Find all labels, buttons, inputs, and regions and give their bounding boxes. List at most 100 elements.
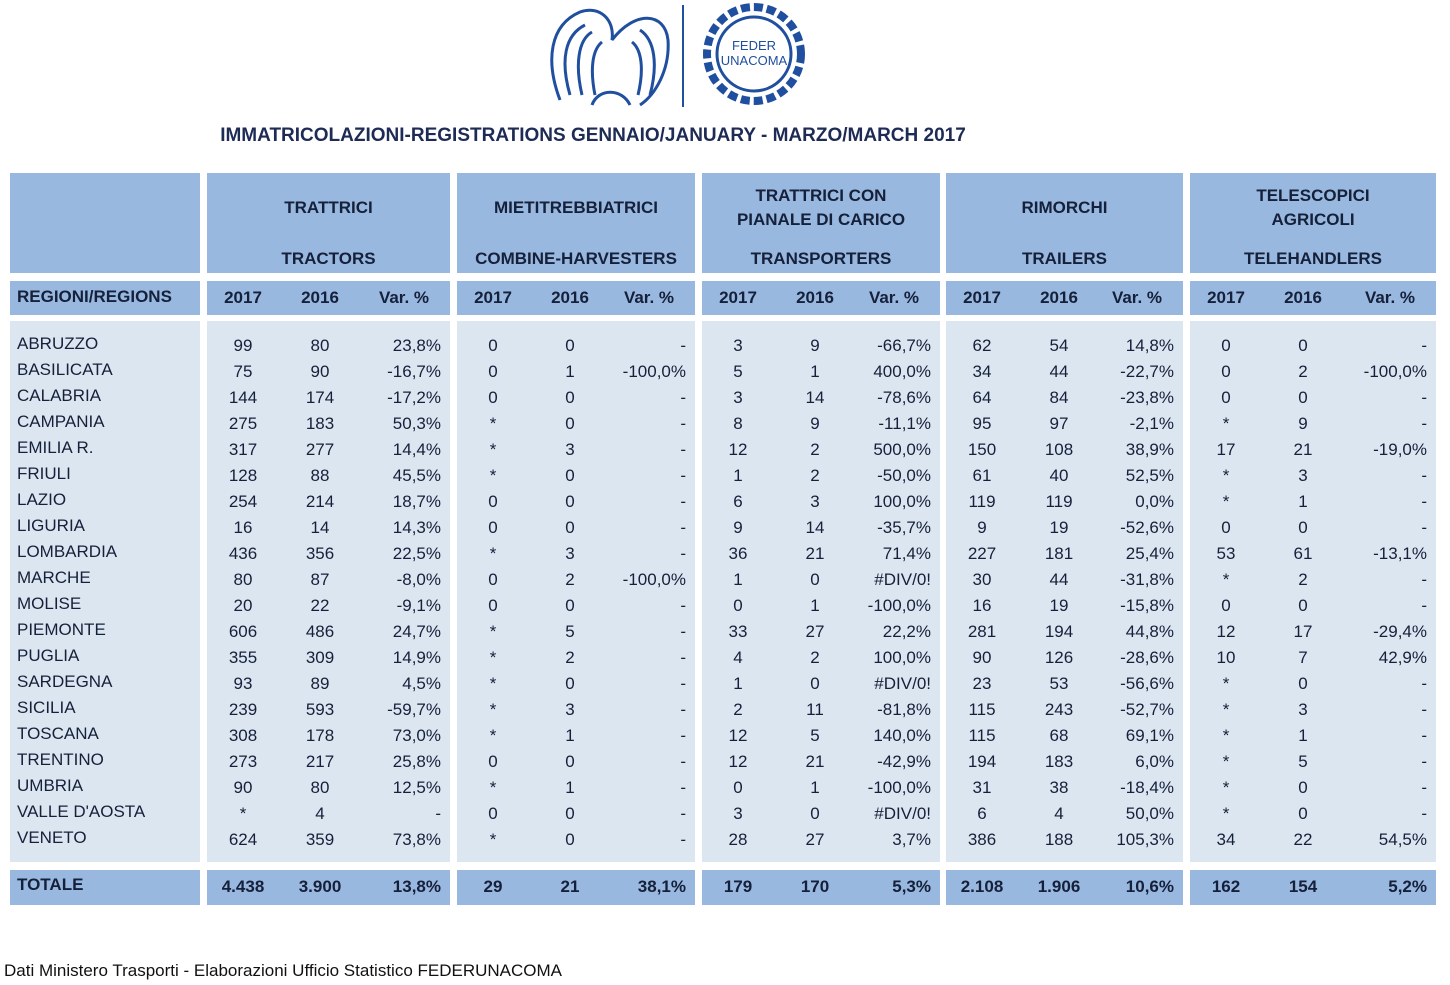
cell-value: 0 bbox=[1298, 596, 1308, 615]
cell-value: 356 bbox=[305, 544, 335, 563]
cell-value: - bbox=[680, 648, 686, 667]
cell-value: 400,0% bbox=[873, 362, 931, 381]
cell-value: 194 bbox=[967, 752, 997, 771]
region-label: TOSCANA bbox=[17, 724, 99, 743]
cell-value: * bbox=[489, 674, 497, 693]
cell-value: - bbox=[680, 388, 686, 407]
cell-value: 174 bbox=[305, 388, 335, 407]
cell-value: * bbox=[1222, 492, 1230, 511]
cell-value: -100,0% bbox=[622, 362, 686, 381]
cell-value: 128 bbox=[228, 466, 258, 485]
cell-value: -28,6% bbox=[1120, 648, 1174, 667]
cell-value: 2 bbox=[810, 440, 820, 459]
group-title: TELESCOPICI AGRICOLI bbox=[1256, 186, 1370, 229]
cell-value: - bbox=[1421, 726, 1427, 745]
cell-value: -42,9% bbox=[877, 752, 931, 771]
body-cell bbox=[1190, 321, 1436, 862]
cell-value: 144 bbox=[228, 388, 258, 407]
cell-value: 97 bbox=[1049, 414, 1069, 433]
cell-value: 0 bbox=[1298, 388, 1308, 407]
subheader-cell bbox=[207, 281, 450, 315]
total-cell bbox=[457, 870, 695, 905]
cell-value: * bbox=[1222, 804, 1230, 823]
cell-value: 80 bbox=[310, 778, 330, 797]
cell-value: -23,8% bbox=[1120, 388, 1174, 407]
cell-value: -13,1% bbox=[1373, 544, 1427, 563]
cell-value: 14,3% bbox=[392, 518, 441, 537]
cell-value: -9,1% bbox=[396, 596, 441, 615]
group-title: RIMORCHI bbox=[1021, 198, 1108, 217]
cell-value: 183 bbox=[1044, 752, 1074, 771]
title: IMMATRICOLAZIONI-REGISTRATIONS GENNAIO/J… bbox=[220, 125, 966, 146]
cell-value: 243 bbox=[1044, 700, 1074, 719]
cell-value: 0 bbox=[565, 414, 575, 433]
cell-value: #DIV/0! bbox=[874, 570, 931, 589]
cell-value: 14 bbox=[310, 518, 330, 537]
group-subtitle: TELEHANDLERS bbox=[1244, 249, 1382, 268]
cell-value: - bbox=[680, 804, 686, 823]
column-header: 2016 bbox=[551, 288, 589, 307]
cell-value: 0 bbox=[565, 804, 575, 823]
cell-value: 0 bbox=[565, 466, 575, 485]
cell-value: 0 bbox=[565, 674, 575, 693]
cell-value: 28 bbox=[728, 830, 748, 849]
region-label: CALABRIA bbox=[17, 386, 102, 405]
cell-value: - bbox=[1421, 674, 1427, 693]
cell-value: -2,1% bbox=[1129, 414, 1174, 433]
cell-value: * bbox=[1222, 674, 1230, 693]
gear bbox=[703, 3, 805, 105]
body-cell bbox=[207, 321, 450, 862]
cell-value: - bbox=[435, 804, 441, 823]
cell-value: -100,0% bbox=[867, 596, 931, 615]
cell-value: 5 bbox=[733, 362, 743, 381]
cell-value: 273 bbox=[228, 752, 258, 771]
logos: FEDER UNACOMA bbox=[550, 3, 805, 107]
logo-text: FEDER bbox=[732, 38, 776, 53]
group-subtitle: TRANSPORTERS bbox=[750, 249, 892, 268]
cell-value: 0 bbox=[1221, 362, 1231, 381]
cell-value: 6 bbox=[733, 492, 743, 511]
cell-value: 119 bbox=[968, 492, 996, 511]
cell-value: 50,3% bbox=[392, 414, 441, 433]
body-cell bbox=[702, 321, 940, 862]
eagle-logo bbox=[550, 8, 670, 107]
cell-value: 73,8% bbox=[392, 830, 441, 849]
cell-value: 9 bbox=[810, 414, 820, 433]
cell-value: 12 bbox=[728, 752, 748, 771]
total-value: 1.906 bbox=[1037, 877, 1081, 896]
cell-value: 0 bbox=[488, 362, 498, 381]
cell-value: 33 bbox=[728, 622, 748, 641]
cell-value: - bbox=[680, 336, 686, 355]
cell-value: 150 bbox=[967, 440, 997, 459]
total-value: 29 bbox=[483, 877, 503, 896]
cell-value: 0 bbox=[1221, 518, 1231, 537]
cell-value: 27 bbox=[805, 830, 825, 849]
body-cell bbox=[946, 321, 1183, 862]
cell-value: 25,4% bbox=[1125, 544, 1174, 563]
cell-value: 0 bbox=[565, 596, 575, 615]
total-value: 2.108 bbox=[960, 877, 1004, 896]
body-cell bbox=[10, 321, 200, 862]
cell-value: 9 bbox=[733, 518, 743, 537]
cell-value: 42,9% bbox=[1378, 648, 1427, 667]
cell-value: 90 bbox=[310, 362, 330, 381]
cell-value: 12 bbox=[1216, 622, 1236, 641]
cell-value: - bbox=[1421, 518, 1427, 537]
cell-value: -19,0% bbox=[1373, 440, 1427, 459]
column-header: 2016 bbox=[301, 288, 339, 307]
cell-value: - bbox=[1421, 804, 1427, 823]
cell-value: -15,8% bbox=[1120, 596, 1174, 615]
cell-value: 2 bbox=[733, 700, 743, 719]
cell-value: 0 bbox=[488, 570, 498, 589]
cell-value: 89 bbox=[310, 674, 330, 693]
total-cell bbox=[946, 870, 1183, 905]
cell-value: -11,1% bbox=[878, 414, 931, 433]
cell-value: 0 bbox=[810, 674, 820, 693]
cell-value: 6,0% bbox=[1135, 752, 1174, 771]
cell-value: -29,4% bbox=[1373, 622, 1427, 641]
region-label: LAZIO bbox=[17, 490, 67, 509]
region-label: SICILIA bbox=[17, 698, 76, 717]
cell-value: * bbox=[1222, 414, 1230, 433]
cell-value: 9 bbox=[1298, 414, 1308, 433]
cell-value: 281 bbox=[967, 622, 997, 641]
